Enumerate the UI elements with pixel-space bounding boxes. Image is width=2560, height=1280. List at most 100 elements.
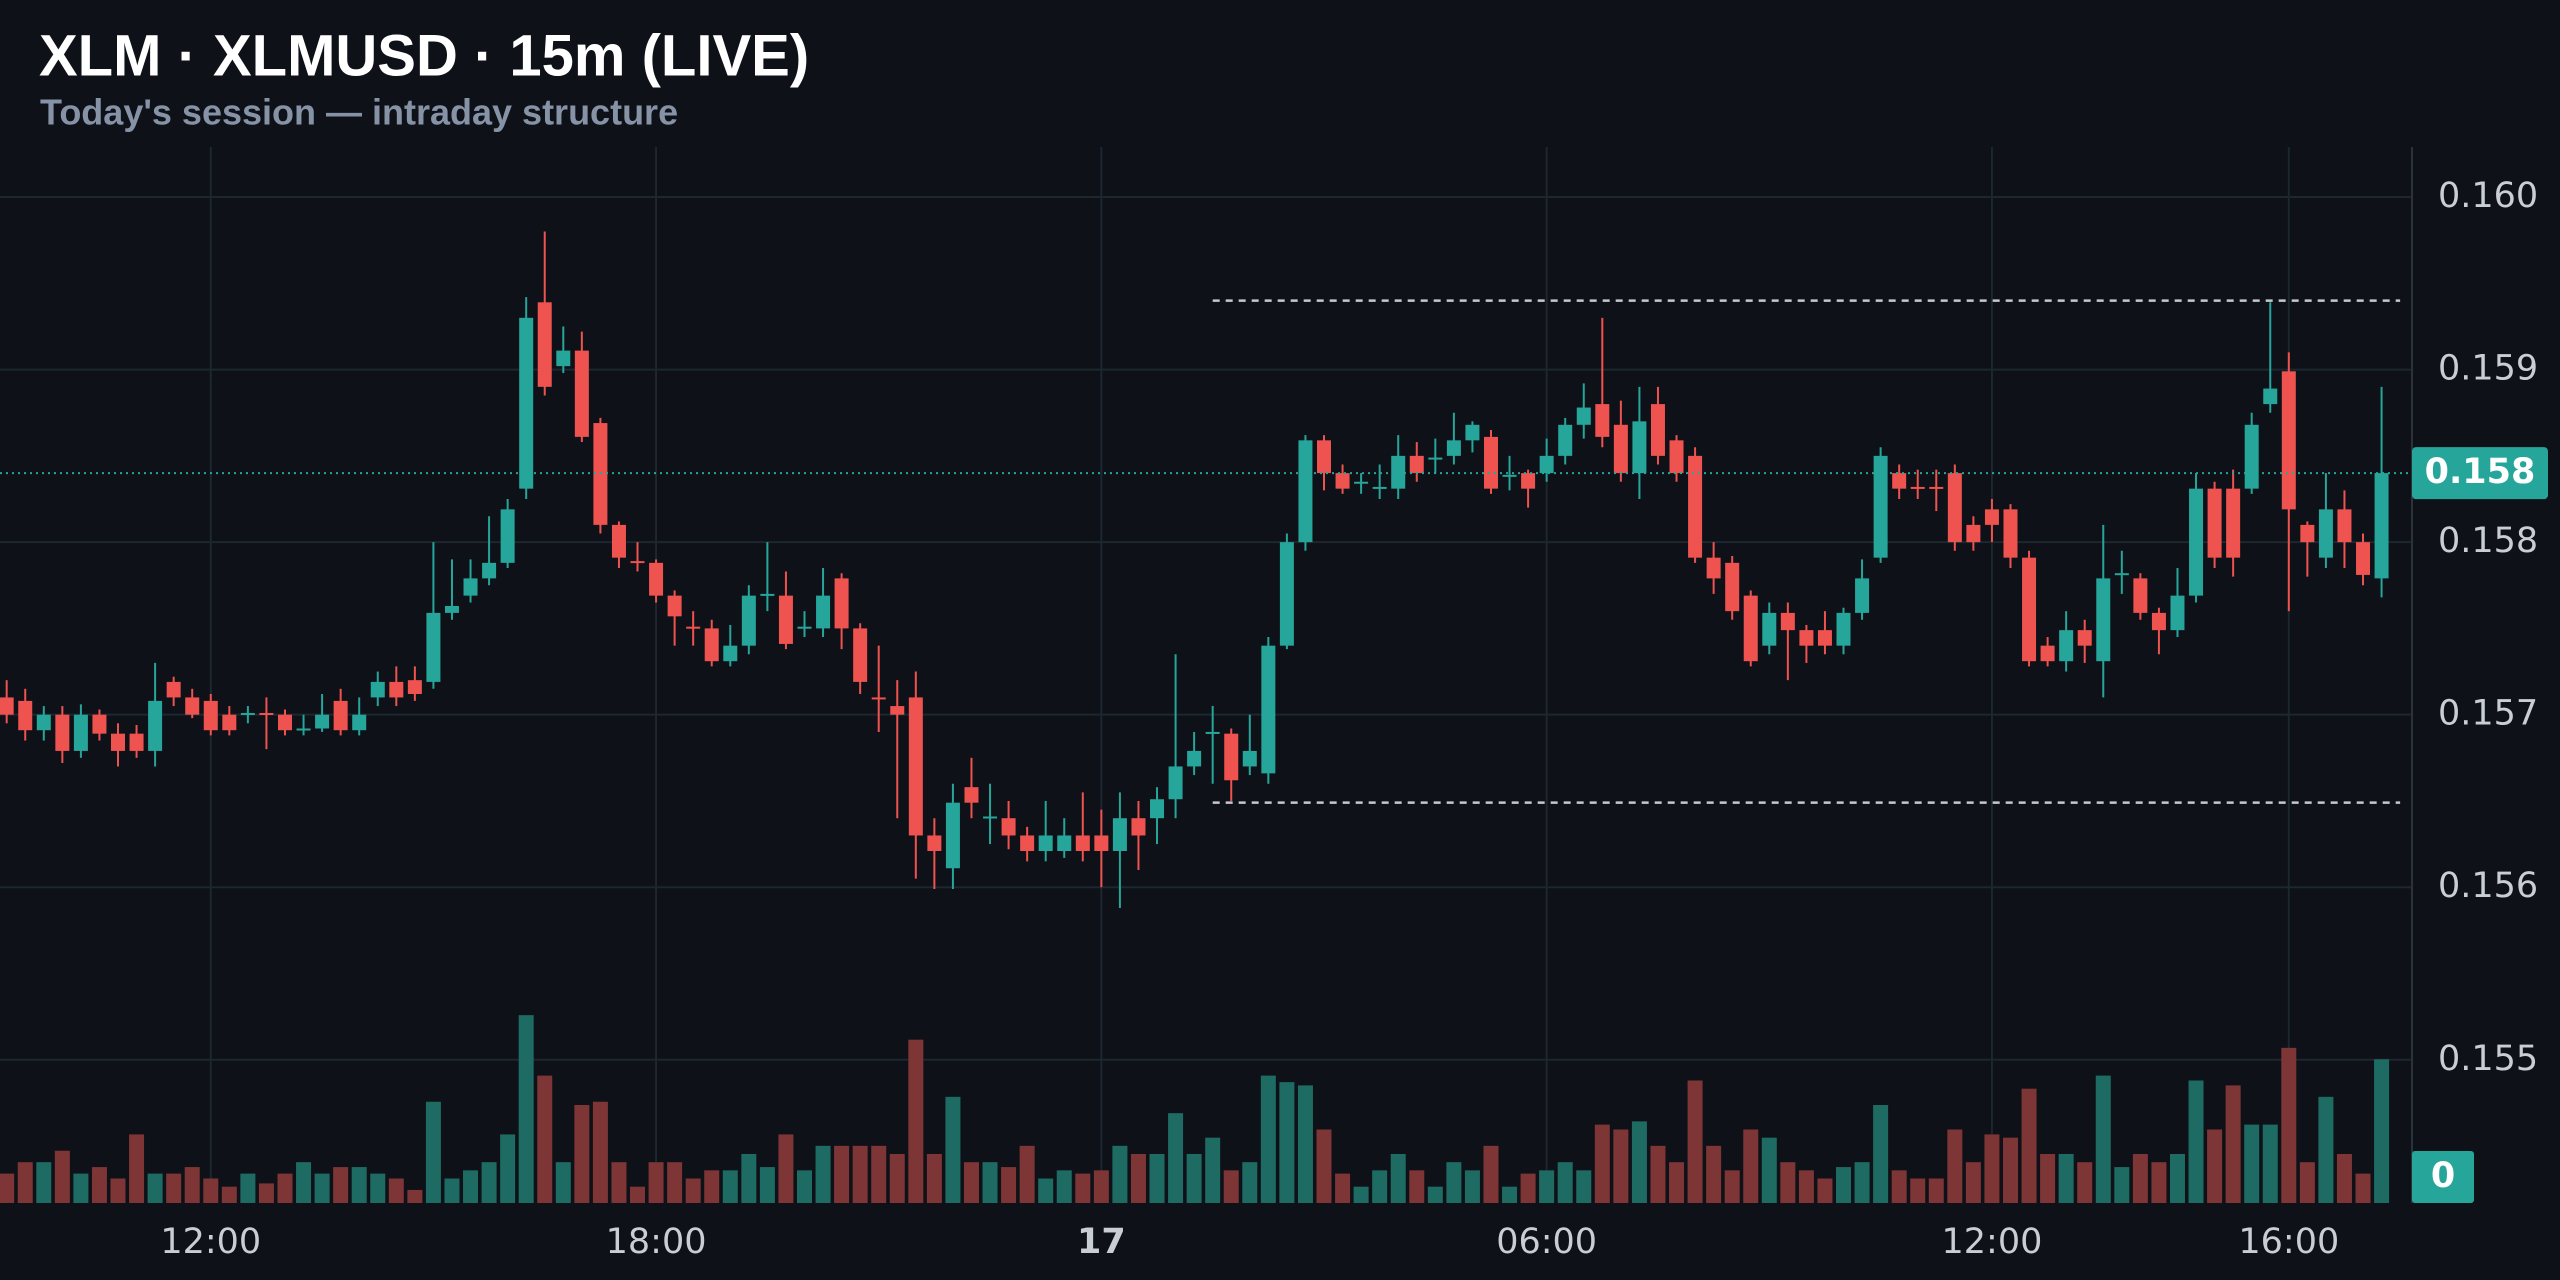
candle-body: [556, 350, 571, 367]
candle-body: [741, 595, 756, 646]
candle-body: [1762, 612, 1777, 646]
candle-body: [92, 714, 107, 734]
candle-body: [129, 733, 144, 751]
candle-body: [2318, 509, 2333, 558]
volume-bar: [500, 1134, 516, 1203]
candle-body: [890, 706, 905, 715]
volume-bar: [889, 1154, 905, 1203]
candle-body: [2226, 488, 2241, 558]
volume-bar: [258, 1183, 274, 1203]
volume-bar: [481, 1162, 497, 1203]
candle-body: [148, 700, 163, 751]
volume-bar: [184, 1167, 200, 1203]
candle-body: [1428, 457, 1443, 460]
candle-body: [1929, 486, 1944, 489]
candle-body: [1725, 562, 1740, 612]
candle-body: [1873, 455, 1888, 558]
volume-bar: [2225, 1085, 2241, 1203]
candle-body: [2207, 488, 2222, 558]
volume-bar: [73, 1173, 89, 1203]
candle-body: [166, 681, 181, 698]
volume-bar: [221, 1186, 237, 1203]
candle-body: [296, 728, 311, 731]
candle-body: [111, 733, 126, 751]
candle-body: [2151, 612, 2166, 631]
volume-bar: [1891, 1170, 1907, 1203]
candle-body: [2077, 630, 2092, 646]
x-tick-label: 06:00: [1496, 1222, 1597, 1262]
volume-bar: [444, 1178, 460, 1203]
candle-body: [1539, 455, 1554, 474]
candle-body: [407, 680, 422, 694]
volume-bar: [648, 1162, 664, 1203]
volume-bar: [741, 1154, 757, 1203]
volume-bar: [796, 1170, 812, 1203]
candle-body: [1224, 733, 1239, 781]
volume-bar: [518, 1015, 534, 1203]
candle-body: [1910, 486, 1925, 489]
x-tick-label: 17: [1077, 1222, 1126, 1262]
volume-bar: [1928, 1178, 1944, 1203]
candle-body: [908, 697, 923, 836]
candle-body: [1001, 818, 1016, 836]
candle-body: [1335, 473, 1350, 489]
volume-bar: [1724, 1170, 1740, 1203]
volume-bar: [110, 1178, 126, 1203]
volume-bar: [1613, 1129, 1629, 1203]
volume-bar: [2207, 1129, 2223, 1203]
candle-body: [203, 700, 218, 731]
volume-bar: [2040, 1154, 2056, 1203]
volume-bar: [815, 1145, 831, 1203]
candle-body: [1465, 424, 1480, 441]
volume-bar: [759, 1167, 775, 1203]
volume-bar: [1594, 1124, 1610, 1203]
volume-bar: [1279, 1082, 1295, 1203]
candle-body: [871, 697, 886, 700]
volume-bar: [982, 1162, 998, 1203]
y-tick-label: 0.157: [2438, 694, 2538, 734]
volume-bar: [1446, 1162, 1462, 1203]
volume-bar: [1186, 1154, 1202, 1203]
candle-body: [778, 595, 793, 644]
volume-bar: [1910, 1178, 1926, 1203]
candle-body: [704, 628, 719, 662]
volume-bar: [296, 1162, 312, 1203]
candle-body: [723, 645, 738, 662]
candle-body: [1409, 455, 1424, 474]
volume-bar: [1631, 1121, 1647, 1203]
volume-bar: [1093, 1170, 1109, 1203]
volume-bar: [463, 1170, 479, 1203]
y-tick-label: 0.160: [2438, 176, 2538, 216]
volume-pane: [0, 1015, 2390, 1203]
volume-bar: [1019, 1145, 1035, 1203]
candle-body: [1947, 473, 1962, 543]
candle-body: [1168, 766, 1183, 800]
volume-bar: [1297, 1085, 1313, 1203]
volume-bar: [1335, 1173, 1351, 1203]
volume-bar: [1353, 1186, 1369, 1203]
volume-bar: [574, 1105, 590, 1203]
volume-bar: [852, 1145, 868, 1203]
volume-bar: [91, 1167, 107, 1203]
candle-body: [2356, 542, 2371, 575]
volume-bar: [1038, 1178, 1054, 1203]
volume-bar: [1316, 1129, 1332, 1203]
x-tick-label: 12:00: [160, 1222, 261, 1262]
grid: [0, 147, 2412, 1203]
volume-bar: [704, 1170, 720, 1203]
volume-bar: [129, 1134, 145, 1203]
volume-bar: [537, 1075, 553, 1203]
candle-body: [964, 787, 979, 803]
candle-body: [853, 628, 868, 682]
volume-bar: [1557, 1162, 1573, 1203]
volume-bar: [630, 1186, 646, 1203]
candle-body: [1112, 818, 1127, 851]
candle-body: [1855, 578, 1870, 613]
candle-body: [333, 700, 348, 731]
volume-bar: [240, 1173, 256, 1203]
candle-body: [797, 626, 812, 629]
volume-bar: [834, 1145, 850, 1203]
volume-bar: [36, 1162, 52, 1203]
candle-body: [1632, 421, 1647, 474]
candle-body: [1780, 612, 1795, 631]
